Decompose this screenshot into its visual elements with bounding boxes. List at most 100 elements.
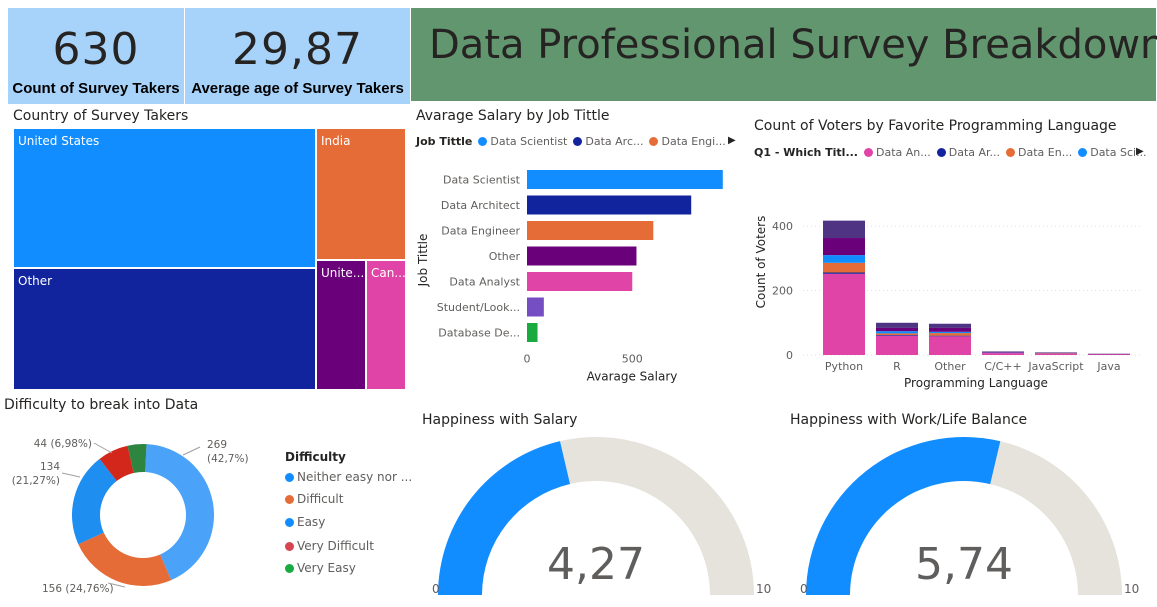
stacked-segment[interactable] [929, 336, 971, 355]
legend-dot [1078, 148, 1088, 157]
stacked-segment[interactable] [982, 351, 1024, 353]
x-tick-label: Python [825, 360, 863, 373]
stacked-segment[interactable] [982, 352, 1024, 353]
gauge-track[interactable] [990, 441, 1122, 595]
stacked-segment[interactable] [876, 335, 918, 355]
stacked-segment[interactable] [929, 327, 971, 332]
legend-dot [285, 563, 294, 573]
data-label: 44 (6,98%) [34, 438, 92, 450]
legend-item[interactable]: Data En... [1018, 146, 1073, 159]
legend-next-arrow[interactable]: ▶ [728, 135, 736, 146]
stacked-segment[interactable] [1035, 353, 1077, 355]
stacked-segment[interactable] [876, 322, 918, 328]
legend-item[interactable]: Neither easy nor ... [279, 470, 412, 484]
gauge-track[interactable] [560, 437, 754, 595]
gauge-max-label: 10 [1124, 582, 1139, 596]
bar[interactable] [527, 170, 723, 189]
data-label: 269 [207, 439, 227, 451]
legend-item[interactable]: Data An... [875, 146, 931, 159]
stacked-segment[interactable] [929, 335, 971, 337]
leader-line [61, 472, 81, 478]
stacked-segment[interactable] [929, 331, 971, 334]
gauge-fill[interactable] [438, 441, 571, 595]
treemap-cell-other[interactable]: Other [13, 268, 316, 390]
legend-item[interactable]: Data Engi... [661, 135, 726, 148]
legend-label: Very Difficult [297, 539, 374, 553]
legend-label: Neither easy nor ... [297, 470, 413, 484]
bar[interactable] [527, 297, 544, 317]
stacked-segment[interactable] [823, 273, 865, 355]
x-axis-title: Programming Language [904, 376, 1048, 390]
stacked-segment[interactable] [929, 323, 971, 328]
bar[interactable] [527, 195, 692, 215]
legend-item[interactable]: Data Arc... [585, 135, 644, 148]
gauge-happiness-worklife: 5,74 0 10 [800, 437, 1139, 596]
legend-item[interactable]: Data Scientist [490, 135, 568, 148]
donut-legend: Difficulty Neither easy nor ... Difficul… [285, 450, 412, 580]
language-stacked-bar-chart: 0 200 400 Python R Other C/C++ JavaScript Java Pr… [754, 216, 1143, 390]
bar[interactable] [527, 246, 637, 266]
legend-title: Q1 - Which Titl... [754, 146, 858, 159]
donut-slice[interactable] [72, 458, 117, 545]
treemap-chart[interactable]: United States India Other Unite... Can..… [13, 128, 406, 390]
stacked-segment[interactable] [876, 331, 918, 334]
x-tick-label: JavaScript [1027, 360, 1084, 373]
x-tick-label: 500 [622, 353, 643, 366]
salary-chart-legend: Job Tittle Data Scientist Data Arc... Da… [416, 134, 741, 152]
donut-slice[interactable] [78, 532, 172, 586]
stacked-segment[interactable] [823, 255, 865, 263]
y-tick-label: 200 [772, 285, 793, 298]
legend-title: Difficulty [285, 450, 346, 464]
legend-dot [936, 148, 946, 157]
x-axis-title: Avarage Salary [587, 370, 678, 384]
legend-dot [478, 137, 488, 146]
bar[interactable] [527, 323, 538, 342]
bar[interactable] [527, 272, 633, 291]
lang-chart-title: Count of Voters by Favorite Programming … [754, 118, 1117, 134]
stacked-segment[interactable] [823, 220, 865, 239]
kpi-card-age: 29,87 Average age of Survey Takers [185, 8, 410, 104]
category-label: Data Scientist [443, 174, 521, 187]
stacked-segment[interactable] [823, 272, 865, 274]
data-label: (42,7%) [207, 453, 249, 465]
category-label: Data Analyst [449, 276, 520, 289]
stacked-segment[interactable] [823, 238, 865, 256]
stacked-segment[interactable] [876, 327, 918, 332]
data-label: 134 [40, 461, 60, 473]
treemap-cell-canada[interactable]: Can... [366, 260, 406, 390]
stacked-segment[interactable] [876, 335, 918, 336]
legend-dot [285, 472, 294, 482]
stacked-segment[interactable] [1035, 352, 1077, 354]
x-tick-label: R [893, 360, 901, 373]
legend-item[interactable]: Difficult [279, 492, 343, 506]
legend-item[interactable]: Very Easy [279, 561, 356, 575]
treemap-cell-united-states[interactable]: United States [13, 128, 316, 268]
legend-item[interactable]: Data Sci... [1090, 146, 1147, 159]
stacked-segment[interactable] [1088, 354, 1130, 355]
donut-slice[interactable] [127, 444, 147, 474]
donut-slice[interactable] [99, 445, 134, 481]
stacked-segment[interactable] [876, 333, 918, 336]
stacked-segment[interactable] [929, 333, 971, 336]
legend-dot [649, 137, 659, 146]
data-label: (21,27%) [12, 475, 60, 487]
legend-next-arrow[interactable]: ▶ [1136, 146, 1144, 157]
donut-slice[interactable] [145, 444, 214, 581]
legend-item[interactable]: Very Difficult [279, 539, 374, 553]
legend-item[interactable]: Data Ar... [948, 146, 1001, 159]
legend-dot [573, 137, 583, 146]
treemap-cell-united-kingdom[interactable]: Unite... [316, 260, 366, 390]
legend-item[interactable]: Easy [279, 515, 325, 529]
treemap-cell-india[interactable]: India [316, 128, 406, 260]
gauge-value: 5,74 [915, 539, 1013, 590]
gauge-happiness-salary: 4,27 0 10 [432, 437, 771, 596]
y-axis-title: Count of Voters [754, 216, 768, 309]
stacked-segment[interactable] [982, 353, 1024, 355]
treemap-title: Country of Survey Takers [13, 108, 189, 124]
kpi-value: 630 [52, 24, 140, 75]
gauge-fill[interactable] [806, 437, 1001, 595]
stacked-segment[interactable] [823, 262, 865, 273]
gauge-min-label: 0 [432, 582, 440, 596]
bar[interactable] [527, 221, 654, 240]
x-tick-label: 0 [524, 353, 531, 366]
